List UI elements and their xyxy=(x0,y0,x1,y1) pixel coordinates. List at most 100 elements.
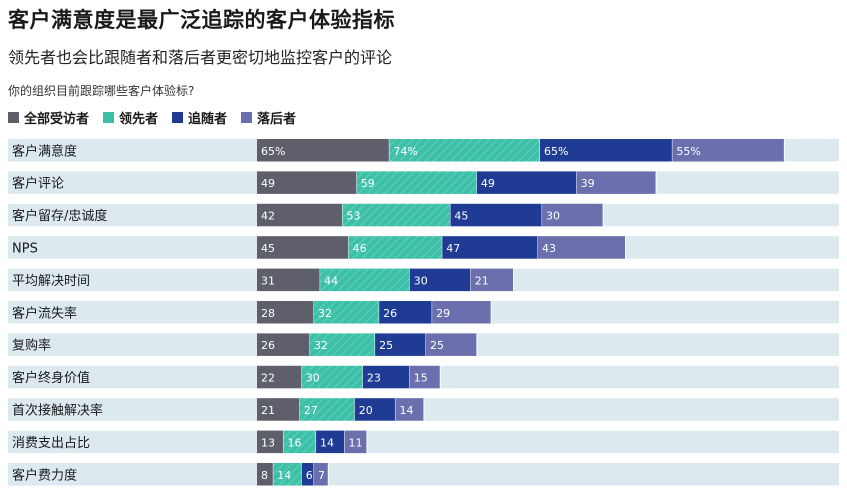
category-label: 消费支出占比 xyxy=(12,436,90,451)
bar-hatch-leaders xyxy=(309,333,376,356)
value-label-leaders: 59 xyxy=(361,177,375,190)
bar-followers xyxy=(540,139,673,162)
chart-row: 客户评论 49 59 49 39 xyxy=(8,171,839,194)
value-label-leaders: 74% xyxy=(393,145,417,158)
bar-all xyxy=(257,139,390,162)
legend: 全部受访者 领先者 追随者 落后者 xyxy=(8,108,296,127)
bar-hatch-leaders xyxy=(273,463,302,486)
bar-all xyxy=(257,430,284,454)
value-label-laggards: 11 xyxy=(349,436,363,449)
value-label-leaders: 44 xyxy=(324,274,338,287)
value-label-all: 65% xyxy=(261,145,285,158)
chart-row: 平均解决时间 31 44 30 21 xyxy=(8,268,839,292)
category-label: 客户留存/忠诚度 xyxy=(12,208,107,224)
value-label-all: 42 xyxy=(261,210,275,223)
chart-row: 客户终身价值 22 30 23 15 xyxy=(8,365,839,389)
value-label-leaders: 32 xyxy=(314,339,328,352)
chart-row: 客户满意度 65% 74% 65% 55% xyxy=(8,139,839,162)
category-label: 平均解决时间 xyxy=(12,274,90,289)
legend-label-laggards: 落后者 xyxy=(257,112,297,127)
value-label-laggards: 30 xyxy=(546,210,560,223)
bar-all xyxy=(257,171,357,194)
bar-all xyxy=(257,333,310,356)
category-label: NPS xyxy=(12,241,38,256)
value-label-all: 26 xyxy=(261,339,275,352)
bar-hatch-leaders xyxy=(342,203,451,227)
value-label-all: 8 xyxy=(261,469,268,482)
survey-question: 你的组织目前跟踪哪些客户体验标? xyxy=(8,84,195,98)
bar-laggards xyxy=(672,139,785,162)
value-label-followers: 25 xyxy=(379,339,393,352)
legend-swatch-all xyxy=(8,112,19,123)
chart-title: 客户满意度是最广泛追踪的客户体验指标 xyxy=(8,8,395,32)
row-background xyxy=(8,463,839,486)
bar-laggards xyxy=(409,365,441,389)
value-label-laggards: 25 xyxy=(430,339,444,352)
value-label-all: 21 xyxy=(261,404,275,417)
bar-all xyxy=(257,365,302,389)
bar-followers xyxy=(379,301,433,324)
value-label-all: 28 xyxy=(261,307,275,320)
bar-followers xyxy=(442,236,538,259)
value-label-followers: 14 xyxy=(320,436,334,449)
category-label: 客户流失率 xyxy=(12,305,77,321)
bar-followers xyxy=(409,268,471,292)
bar-followers xyxy=(362,365,410,389)
bar-all xyxy=(257,203,343,227)
chart-row: 客户流失率 28 32 26 29 xyxy=(8,301,839,324)
bar-followers xyxy=(354,398,396,421)
bar-laggards xyxy=(314,463,329,486)
chart-row: 消费支出占比 13 16 14 11 xyxy=(8,430,839,454)
value-label-followers: 26 xyxy=(383,307,397,320)
bar-followers xyxy=(316,430,345,454)
category-label: 客户评论 xyxy=(12,176,64,192)
bar-hatch-leaders xyxy=(301,365,363,389)
category-label: 客户满意度 xyxy=(12,143,77,159)
category-label: 首次接触解决率 xyxy=(12,402,103,418)
bar-followers xyxy=(375,333,426,356)
legend-item-followers: 追随者 xyxy=(172,108,227,127)
bar-laggards xyxy=(542,203,604,227)
value-label-laggards: 21 xyxy=(475,274,489,287)
value-label-all: 31 xyxy=(261,274,275,287)
bar-hatch-leaders xyxy=(348,236,443,259)
bar-laggards xyxy=(432,301,492,324)
bar-all xyxy=(257,268,321,292)
bar-followers xyxy=(476,171,577,194)
value-label-all: 49 xyxy=(261,177,275,190)
value-label-leaders: 32 xyxy=(318,307,332,320)
bar-hatch-leaders xyxy=(320,268,410,292)
value-label-laggards: 43 xyxy=(542,242,556,255)
bar-all xyxy=(257,236,349,259)
value-label-laggards: 55% xyxy=(676,145,700,158)
bar-hatch-leaders xyxy=(299,398,355,421)
bar-hatch-leaders xyxy=(356,171,477,194)
value-label-followers: 65% xyxy=(544,145,568,158)
bar-all xyxy=(257,301,315,324)
bar-all xyxy=(257,398,300,421)
chart-row: 复购率 26 32 25 25 xyxy=(8,333,839,356)
bar-hatch-leaders xyxy=(314,301,380,324)
legend-item-leaders: 领先者 xyxy=(103,108,158,127)
value-label-followers: 20 xyxy=(359,404,373,417)
bar-hatch-leaders xyxy=(283,430,317,454)
value-label-followers: 49 xyxy=(481,177,495,190)
legend-swatch-followers xyxy=(172,112,184,123)
bar-laggards xyxy=(395,398,424,421)
legend-label-all: 全部受访者 xyxy=(24,112,90,127)
value-label-followers: 30 xyxy=(414,274,428,287)
value-label-all: 22 xyxy=(261,372,275,385)
value-label-followers: 23 xyxy=(367,372,381,385)
chart-row: 客户留存/忠诚度 42 53 45 30 xyxy=(8,203,839,227)
legend-label-leaders: 领先者 xyxy=(119,112,159,127)
bar-laggards xyxy=(425,333,477,356)
bar-laggards xyxy=(576,171,657,194)
value-label-laggards: 14 xyxy=(399,404,413,417)
chart-subtitle: 领先者也会比跟随者和落后者更密切地监控客户的评论 xyxy=(8,48,393,67)
chart-row: 客户费力度 8 14 6 7 xyxy=(8,463,839,486)
category-label: 复购率 xyxy=(12,338,51,354)
row-background xyxy=(8,430,839,454)
bar-followers xyxy=(450,203,543,227)
value-label-leaders: 46 xyxy=(353,242,367,255)
